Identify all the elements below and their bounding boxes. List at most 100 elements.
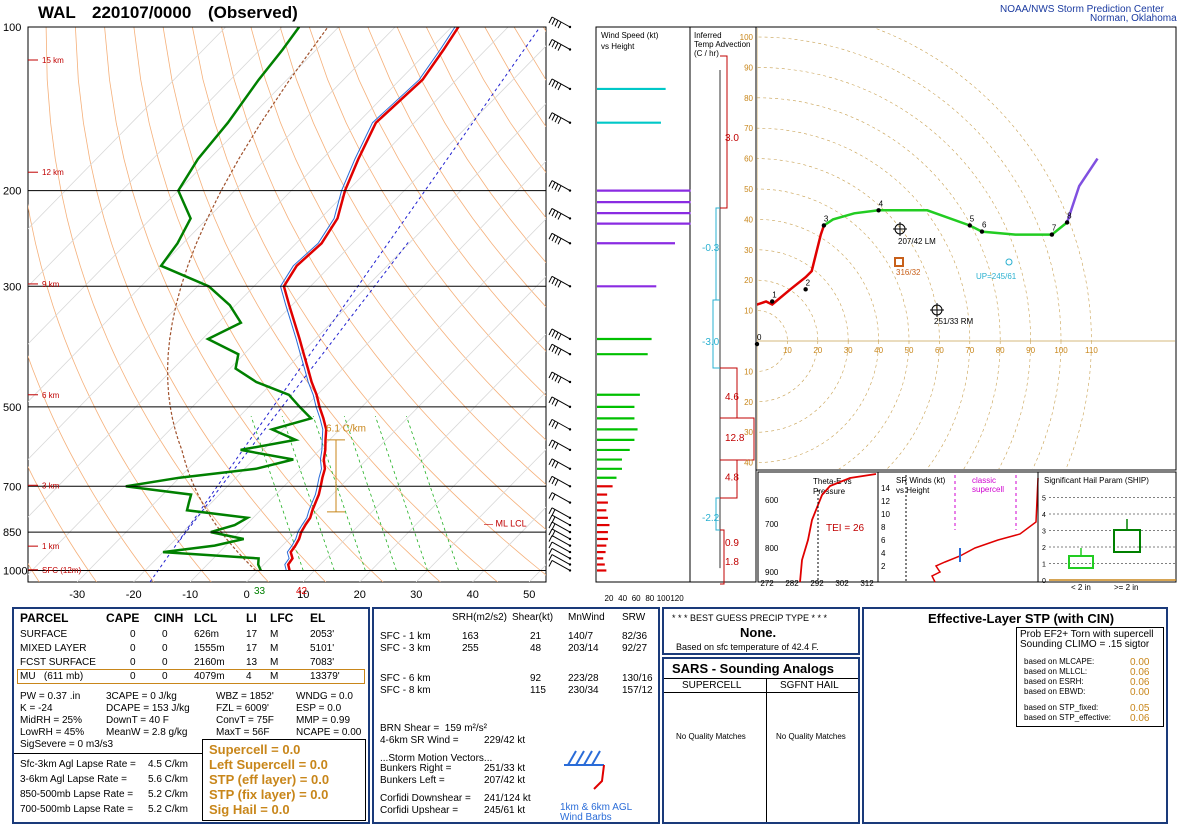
wind-barb xyxy=(548,16,572,29)
kin-value: 82/36 xyxy=(622,631,648,642)
precip-type-panel: * * * BEST GUESS PRECIP TYPE * * * None.… xyxy=(662,607,860,655)
wind-barb-flag xyxy=(551,494,556,501)
advection-bar xyxy=(715,497,720,531)
parcel-cell: 2160m xyxy=(194,657,225,668)
wind-barb-flag xyxy=(548,554,553,561)
dry-adiabat xyxy=(367,27,546,308)
hodo-y-tick: 80 xyxy=(744,94,753,103)
parcel-panel: PARCEL CAPE CINH LCL LI LFC EL SURFACE 0 0 626m 17 M… xyxy=(12,607,370,824)
wind-barb-flag xyxy=(551,80,556,87)
kin-header: SRH(m2/s2) xyxy=(452,612,508,623)
temp-tick-label: 50 xyxy=(523,589,535,601)
hodo-point xyxy=(770,299,775,304)
wind-barb xyxy=(548,232,572,245)
advection-bar xyxy=(715,207,720,301)
parcel-cell: 13 xyxy=(246,657,258,668)
hodo-trace-3-6km xyxy=(823,209,1068,236)
wind-barb-flag xyxy=(554,422,559,429)
wind-barb-staff xyxy=(551,560,571,571)
windspeed-tick: 40 xyxy=(618,594,627,603)
wind-barb-base xyxy=(568,25,572,29)
wind-barb-flag xyxy=(548,16,553,24)
wind-barb-base xyxy=(568,569,572,572)
wind-barb-flag xyxy=(551,277,556,285)
hodo-x-tick: 100 xyxy=(1054,346,1068,355)
wind-barb-flag xyxy=(548,560,553,567)
wind-barb-staff xyxy=(551,16,571,28)
hodo-y-tick: 40 xyxy=(744,215,753,224)
advection-value: 3.0 xyxy=(725,133,739,144)
lapse-rate-label: 6.1 C/km xyxy=(326,424,366,435)
kinematics-panel: SRH(m2/s2) Shear(kt) MnWind SRW SFC - 1 km 16… xyxy=(372,607,660,824)
advection-value: 4.8 xyxy=(725,473,739,484)
parcel-stat: 3CAPE = 0 J/kg xyxy=(106,691,177,702)
parcel-cell: 5101' xyxy=(310,643,335,654)
wind-barb-staff xyxy=(551,371,571,383)
stp-basis-label: based on STP_effective: xyxy=(1024,713,1112,722)
wind-barb-base xyxy=(568,87,572,91)
advection-value: -0.3 xyxy=(702,243,720,254)
parcel-stat: ESP = 0.0 xyxy=(296,703,342,714)
parcel-stat: MaxT = 56F xyxy=(216,727,270,738)
kin-value: 21 xyxy=(530,631,542,642)
wind-barb-base xyxy=(568,448,572,452)
wind-barb-flag xyxy=(551,209,556,217)
sars-title: SARS - Sounding Analogs xyxy=(672,661,835,676)
lapse-label: 850-500mb Lapse Rate = xyxy=(20,789,134,800)
wind-barb-flag xyxy=(551,477,556,485)
parcel-cell: M xyxy=(270,671,279,682)
kin-value: 157/12 xyxy=(622,685,653,696)
dry-adiabat xyxy=(28,203,212,582)
left-mover-label: 207/42 LM xyxy=(898,237,936,246)
hodo-y-tick: 10 xyxy=(744,367,753,376)
advection-value: -2.2 xyxy=(702,513,720,524)
parcel-stat: DownT = 40 F xyxy=(106,715,169,726)
wind-barb-base xyxy=(568,428,572,431)
precip-title: * * * BEST GUESS PRECIP TYPE * * * xyxy=(672,613,828,623)
mixing-ratio-line xyxy=(179,239,411,541)
wind-barb-flag xyxy=(554,211,559,219)
parcel-stat: K = -24 xyxy=(20,703,53,714)
wind-barb xyxy=(548,328,572,341)
wind-barb-flag xyxy=(548,276,553,283)
wind-barb-flag xyxy=(557,44,562,51)
srwinds-y-tick: 2 xyxy=(881,562,886,571)
advection-bar xyxy=(720,459,738,499)
wind-barb-flag xyxy=(548,371,553,379)
parcel-cell: 626m xyxy=(194,629,220,640)
height-label: 12 km xyxy=(42,168,64,177)
right-mover-marker xyxy=(930,303,944,317)
temp-tick-label: 30 xyxy=(410,589,422,601)
hodo-point xyxy=(967,223,972,228)
kin-value: 48 xyxy=(530,643,542,654)
wind-barb xyxy=(548,547,572,560)
temp-tick-label: 0 xyxy=(244,589,250,601)
lapse-label: 700-500mb Lapse Rate = xyxy=(20,804,134,815)
parcel-stat: DCAPE = 153 J/kg xyxy=(106,703,190,714)
wind-barb-base xyxy=(568,405,572,409)
wind-barb-flag xyxy=(557,117,562,125)
parcel-cell: FCST SURFACE xyxy=(20,657,96,668)
hodo-y-tick: 20 xyxy=(744,276,753,285)
wind-barb-flag xyxy=(548,439,553,447)
srwinds-title: SR Winds (kt) xyxy=(896,476,946,485)
wind-barb-base xyxy=(568,467,572,471)
parcel-cell: M xyxy=(270,643,279,654)
mixing-ratio-line xyxy=(149,27,541,582)
srwinds-y-tick: 12 xyxy=(881,497,890,506)
srwinds-y-tick: 6 xyxy=(881,536,886,545)
wind-barb-flag xyxy=(551,398,556,405)
lapse-value: 4.5 C/km xyxy=(148,759,189,770)
kin-value: 203/14 xyxy=(568,643,599,654)
wind-barb-staff xyxy=(551,541,571,553)
wind-barb-flag xyxy=(551,330,556,337)
wind-barb xyxy=(548,535,572,547)
kin-value: 230/34 xyxy=(568,685,599,696)
stp-basis-box xyxy=(1016,627,1164,727)
height-label: 1 km xyxy=(42,542,60,551)
wind-barb-flag xyxy=(551,509,556,516)
wind-barb-staff xyxy=(551,396,571,408)
dry-adiabat xyxy=(28,355,155,582)
thetae-y-tick: 700 xyxy=(765,520,779,529)
dry-adiabat xyxy=(279,27,546,441)
